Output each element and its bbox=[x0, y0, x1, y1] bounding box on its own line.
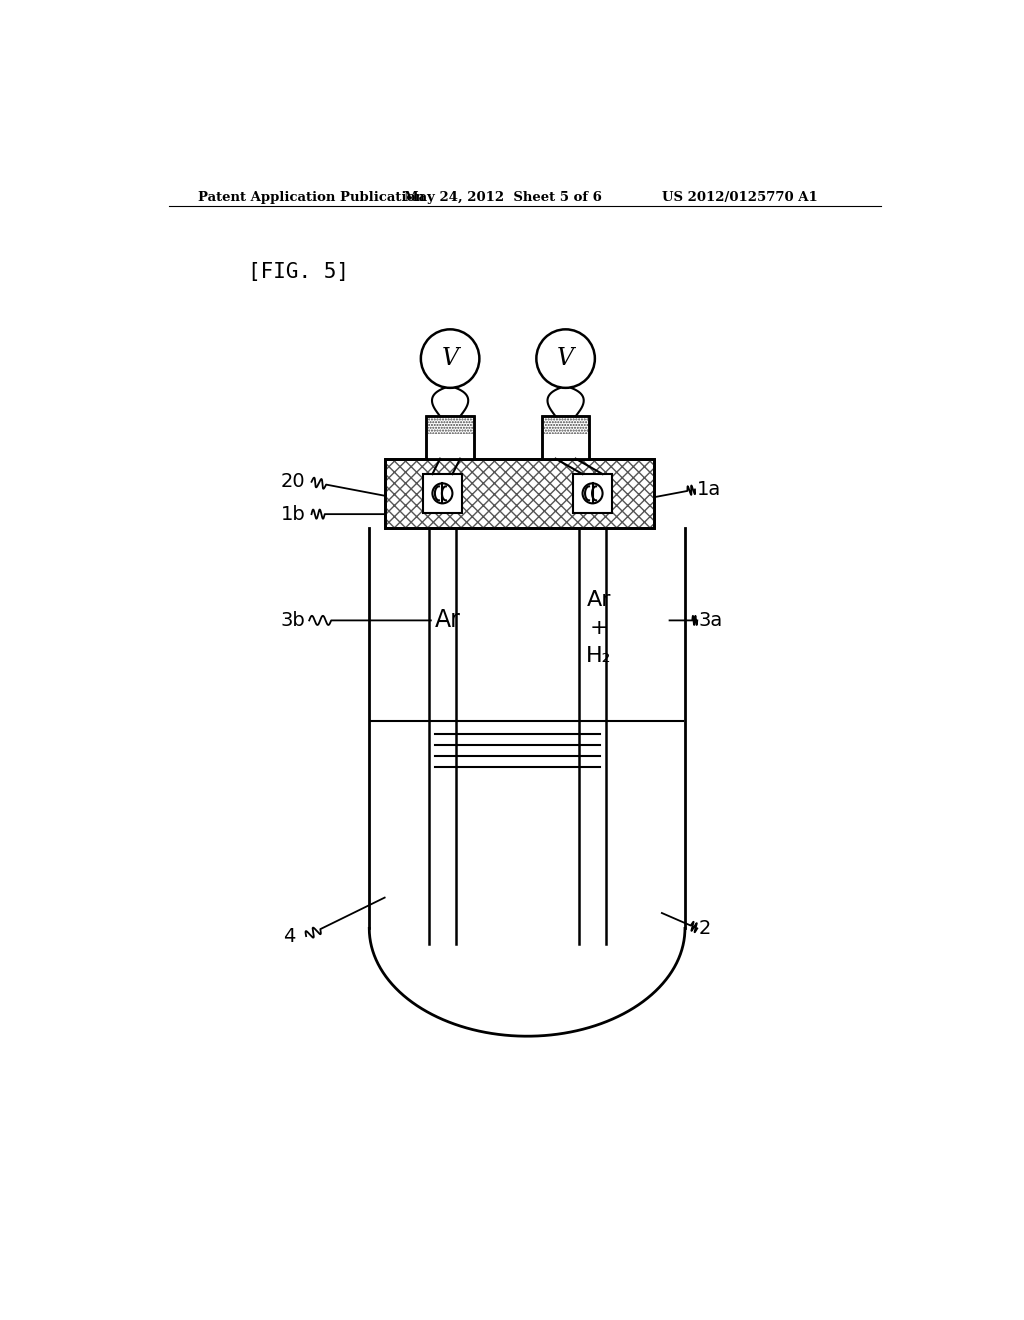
Text: 1b: 1b bbox=[281, 504, 305, 524]
Circle shape bbox=[537, 330, 595, 388]
Text: 20: 20 bbox=[281, 473, 305, 491]
Text: 3b: 3b bbox=[281, 611, 305, 630]
Text: 3a: 3a bbox=[698, 611, 723, 630]
Text: Patent Application Publication: Patent Application Publication bbox=[199, 191, 425, 203]
Bar bbox=[426, 416, 474, 459]
Bar bbox=[542, 416, 590, 459]
Text: V: V bbox=[441, 347, 459, 370]
Bar bbox=[423, 474, 462, 512]
Bar bbox=[542, 416, 590, 459]
Text: V: V bbox=[557, 347, 574, 370]
Text: Ar: Ar bbox=[435, 609, 461, 632]
Text: Ar
+
H₂: Ar + H₂ bbox=[586, 590, 611, 667]
Bar bbox=[385, 459, 654, 528]
Text: 1a: 1a bbox=[696, 480, 721, 499]
Bar bbox=[426, 416, 474, 434]
Bar bbox=[426, 416, 474, 459]
Text: [FIG. 5]: [FIG. 5] bbox=[248, 263, 348, 282]
Bar bbox=[385, 459, 654, 528]
Bar bbox=[573, 474, 611, 512]
Bar bbox=[385, 459, 654, 528]
Bar bbox=[542, 416, 590, 434]
Text: 4: 4 bbox=[283, 927, 295, 945]
Text: US 2012/0125770 A1: US 2012/0125770 A1 bbox=[662, 191, 817, 203]
Text: 2: 2 bbox=[698, 919, 712, 939]
Circle shape bbox=[421, 330, 479, 388]
Text: May 24, 2012  Sheet 5 of 6: May 24, 2012 Sheet 5 of 6 bbox=[403, 191, 602, 203]
